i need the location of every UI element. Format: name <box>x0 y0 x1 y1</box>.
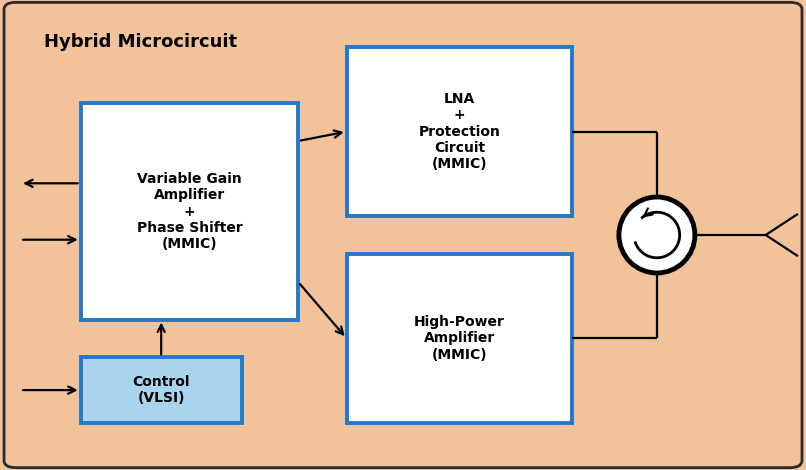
Text: Control
(VLSI): Control (VLSI) <box>132 375 190 405</box>
Text: Variable Gain
Amplifier
+
Phase Shifter
(MMIC): Variable Gain Amplifier + Phase Shifter … <box>136 172 243 251</box>
Bar <box>347 47 572 216</box>
Text: LNA
+
Protection
Circuit
(MMIC): LNA + Protection Circuit (MMIC) <box>418 92 501 171</box>
Bar <box>81 357 242 423</box>
Bar <box>81 103 298 320</box>
Text: Hybrid Microcircuit: Hybrid Microcircuit <box>44 33 238 51</box>
Text: High-Power
Amplifier
(MMIC): High-Power Amplifier (MMIC) <box>414 315 505 361</box>
FancyBboxPatch shape <box>4 2 802 468</box>
Bar <box>347 254 572 423</box>
Ellipse shape <box>619 197 695 273</box>
